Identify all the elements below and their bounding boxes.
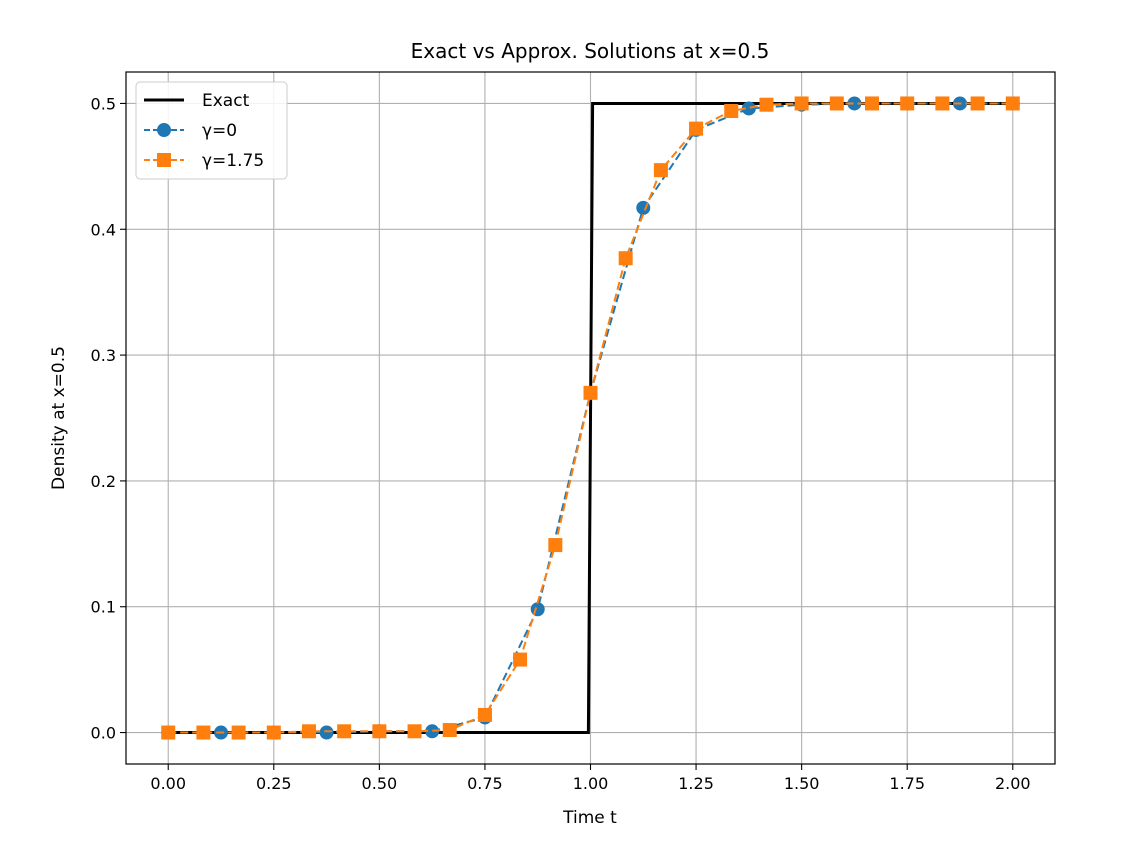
x-axis-label: Time t xyxy=(562,808,617,828)
legend-entry: Exact xyxy=(144,91,250,111)
y-tick-label: 0.5 xyxy=(91,94,116,113)
data-point xyxy=(266,725,281,740)
data-point xyxy=(301,724,316,739)
series-2 xyxy=(161,96,1020,740)
y-tick-label: 0.0 xyxy=(91,724,116,743)
data-point xyxy=(372,724,387,739)
data-point xyxy=(1005,96,1020,111)
data-point xyxy=(935,96,950,111)
y-tick-label: 0.2 xyxy=(91,472,116,491)
data-point xyxy=(407,724,422,739)
legend-entry: γ=0 xyxy=(144,121,237,141)
legend-label: γ=1.75 xyxy=(202,151,264,171)
plot-area xyxy=(161,96,1020,740)
data-point xyxy=(724,104,739,119)
x-tick-label: 0.50 xyxy=(362,774,398,793)
data-point xyxy=(759,97,774,112)
data-point xyxy=(161,725,176,740)
data-point xyxy=(829,96,844,111)
axis-ticks: 0.00 0.25 0.50 0.75 1.00 1.25 1.50 1.75 2.00 0.0 0… xyxy=(91,94,1031,793)
data-point xyxy=(900,96,915,111)
data-point xyxy=(442,723,457,738)
legend: Exact γ=0 γ=1.75 xyxy=(135,81,288,180)
data-point xyxy=(196,725,211,740)
y-tick-label: 0.1 xyxy=(91,598,116,617)
y-tick-label: 0.4 xyxy=(91,220,116,239)
x-tick-label: 1.75 xyxy=(889,774,925,793)
legend-marker xyxy=(157,153,171,167)
y-tick-label: 0.3 xyxy=(91,346,116,365)
legend-label: Exact xyxy=(202,91,250,111)
data-point xyxy=(477,707,492,722)
data-point xyxy=(970,96,985,111)
legend-entry: γ=1.75 xyxy=(144,151,264,171)
data-point xyxy=(337,724,352,739)
legend-marker xyxy=(157,123,171,137)
legend-label: γ=0 xyxy=(202,121,237,141)
data-point xyxy=(513,652,528,667)
data-point xyxy=(689,121,704,136)
data-point xyxy=(653,163,668,178)
x-tick-label: 2.00 xyxy=(995,774,1031,793)
x-tick-label: 1.00 xyxy=(573,774,609,793)
x-tick-label: 1.50 xyxy=(784,774,820,793)
y-axis-label: Density at x=0.5 xyxy=(49,346,69,490)
legend-box xyxy=(135,81,288,180)
data-point xyxy=(548,538,563,553)
data-point xyxy=(231,725,246,740)
data-point xyxy=(319,725,334,740)
data-point xyxy=(794,96,809,111)
x-tick-label: 0.00 xyxy=(150,774,186,793)
data-point xyxy=(583,385,598,400)
data-point xyxy=(618,251,633,266)
chart-title: Exact vs Approx. Solutions at x=0.5 xyxy=(411,39,770,63)
x-tick-label: 0.75 xyxy=(467,774,503,793)
x-tick-label: 1.25 xyxy=(678,774,714,793)
x-tick-label: 0.25 xyxy=(256,774,292,793)
data-point xyxy=(865,96,880,111)
